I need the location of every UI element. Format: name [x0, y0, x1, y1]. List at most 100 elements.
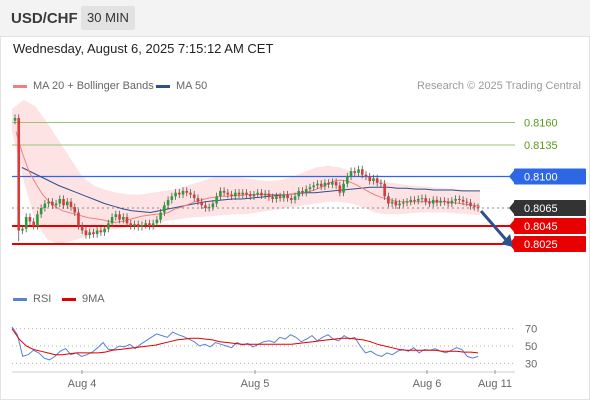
last-price-label: 0.8065 — [524, 203, 558, 215]
candle-body — [476, 207, 480, 209]
candle-body — [402, 202, 405, 204]
candle-body — [21, 228, 24, 231]
candle-body — [308, 187, 312, 190]
resistance-label: 0.8160 — [524, 118, 558, 130]
datetime-label: Wednesday, August 6, 2025 7:15:12 AM CET — [13, 41, 274, 56]
candle-body — [353, 171, 357, 173]
candle-body — [469, 202, 472, 207]
candle-body — [286, 194, 289, 199]
candle-body — [357, 169, 360, 173]
candle-body — [170, 196, 174, 200]
ma50-legend-label: MA 50 — [176, 80, 208, 92]
timeframe-badge[interactable]: 30 MIN — [81, 6, 135, 30]
last-price-tag — [514, 200, 586, 216]
candle-body — [233, 192, 237, 197]
candle-body — [148, 223, 151, 226]
candle-body — [133, 224, 136, 226]
candle-body — [62, 199, 65, 206]
legend-ma50: MA 50 — [156, 80, 207, 92]
candle-body — [256, 192, 260, 195]
candle-body — [17, 118, 21, 231]
chart-header: USD/CHF 30 MIN — [0, 0, 590, 37]
candle-body — [39, 208, 43, 215]
candle-body — [181, 190, 185, 195]
candle-body — [304, 189, 308, 193]
candle-body — [439, 200, 442, 203]
candle-body — [24, 217, 28, 229]
support-tag — [514, 218, 586, 234]
support-label: 0.8045 — [524, 221, 558, 233]
candle-body — [77, 212, 80, 226]
candle-body — [346, 176, 349, 184]
rsi-swatch — [13, 297, 27, 301]
candle-body — [245, 192, 248, 195]
candle-body — [222, 190, 226, 193]
candle-body — [189, 192, 192, 195]
candle-body — [159, 212, 162, 220]
candle-body — [219, 190, 222, 197]
rsi-tick-label: 50 — [525, 341, 537, 353]
x-tick-label: Aug 5 — [241, 378, 270, 390]
candle-body — [166, 199, 170, 206]
candle-body — [110, 217, 114, 224]
candle-body — [129, 223, 133, 226]
candle-body — [200, 201, 203, 206]
candle-body — [360, 169, 364, 175]
candle-body — [226, 192, 230, 195]
candle-body — [431, 199, 435, 204]
candle-body — [450, 200, 454, 204]
candle-body — [95, 230, 99, 235]
candle-body — [319, 183, 323, 187]
candle-body — [446, 201, 450, 204]
candle-body — [327, 182, 330, 185]
candle-body — [92, 232, 95, 235]
legend-rsi: RSI — [13, 293, 51, 305]
candle-body — [99, 230, 103, 233]
candle-body — [80, 226, 84, 231]
candle-body — [342, 183, 345, 193]
candle-body — [465, 201, 469, 203]
candle-body — [125, 217, 129, 224]
candle-body — [435, 199, 439, 203]
rsi-tick-label: 70 — [525, 324, 537, 336]
candle-body — [237, 192, 241, 195]
candle-body — [375, 178, 379, 183]
ma9-legend-label: 9MA — [82, 293, 105, 305]
candle-body — [267, 193, 271, 198]
rsi-tick-label: 30 — [525, 358, 537, 370]
x-tick-label: Aug 4 — [68, 378, 97, 390]
candle-body — [387, 196, 390, 204]
candle-body — [420, 198, 424, 200]
candle-body — [252, 194, 256, 197]
legend-9ma: 9MA — [62, 293, 105, 305]
candle-body — [379, 182, 383, 184]
candle-body — [215, 196, 218, 204]
candle-body — [140, 225, 144, 227]
candle-body — [207, 207, 211, 209]
rsi-legend-label: RSI — [33, 293, 52, 305]
pivot-label: 0.8100 — [524, 172, 558, 184]
candle-body — [241, 192, 245, 195]
rsi-9ma-line — [11, 328, 479, 356]
candle-body — [163, 205, 166, 213]
candle-body — [32, 221, 35, 226]
resistance-label: 0.8135 — [524, 140, 558, 152]
candle-body — [461, 199, 465, 202]
candle-body — [316, 183, 319, 186]
candle-body — [43, 203, 47, 208]
candle-body — [472, 206, 476, 208]
candle-body — [323, 182, 327, 187]
candle-body — [114, 214, 118, 217]
symbol-title: USD/CHF — [11, 10, 78, 27]
candle-body — [271, 197, 274, 199]
legend-ma20-bb: MA 20 + Bollinger Bands — [13, 80, 154, 92]
candle-body — [282, 194, 286, 199]
candle-body — [177, 192, 181, 195]
candle-body — [51, 201, 54, 206]
candle-body — [192, 194, 196, 199]
candle-body — [103, 228, 106, 233]
candle-body — [248, 194, 252, 197]
ma20-swatch — [13, 84, 27, 88]
candle-body — [121, 217, 125, 220]
candle-body — [118, 214, 121, 220]
